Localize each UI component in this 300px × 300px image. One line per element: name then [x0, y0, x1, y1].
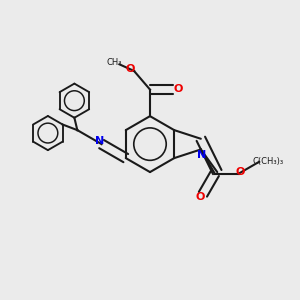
Text: O: O	[195, 192, 205, 202]
Text: N: N	[95, 136, 105, 146]
Text: O: O	[174, 84, 183, 94]
Text: N: N	[197, 150, 206, 160]
Text: C(CH₃)₃: C(CH₃)₃	[253, 157, 284, 166]
Text: O: O	[236, 167, 245, 177]
Text: O: O	[126, 64, 135, 74]
Text: CH₃: CH₃	[106, 58, 122, 67]
